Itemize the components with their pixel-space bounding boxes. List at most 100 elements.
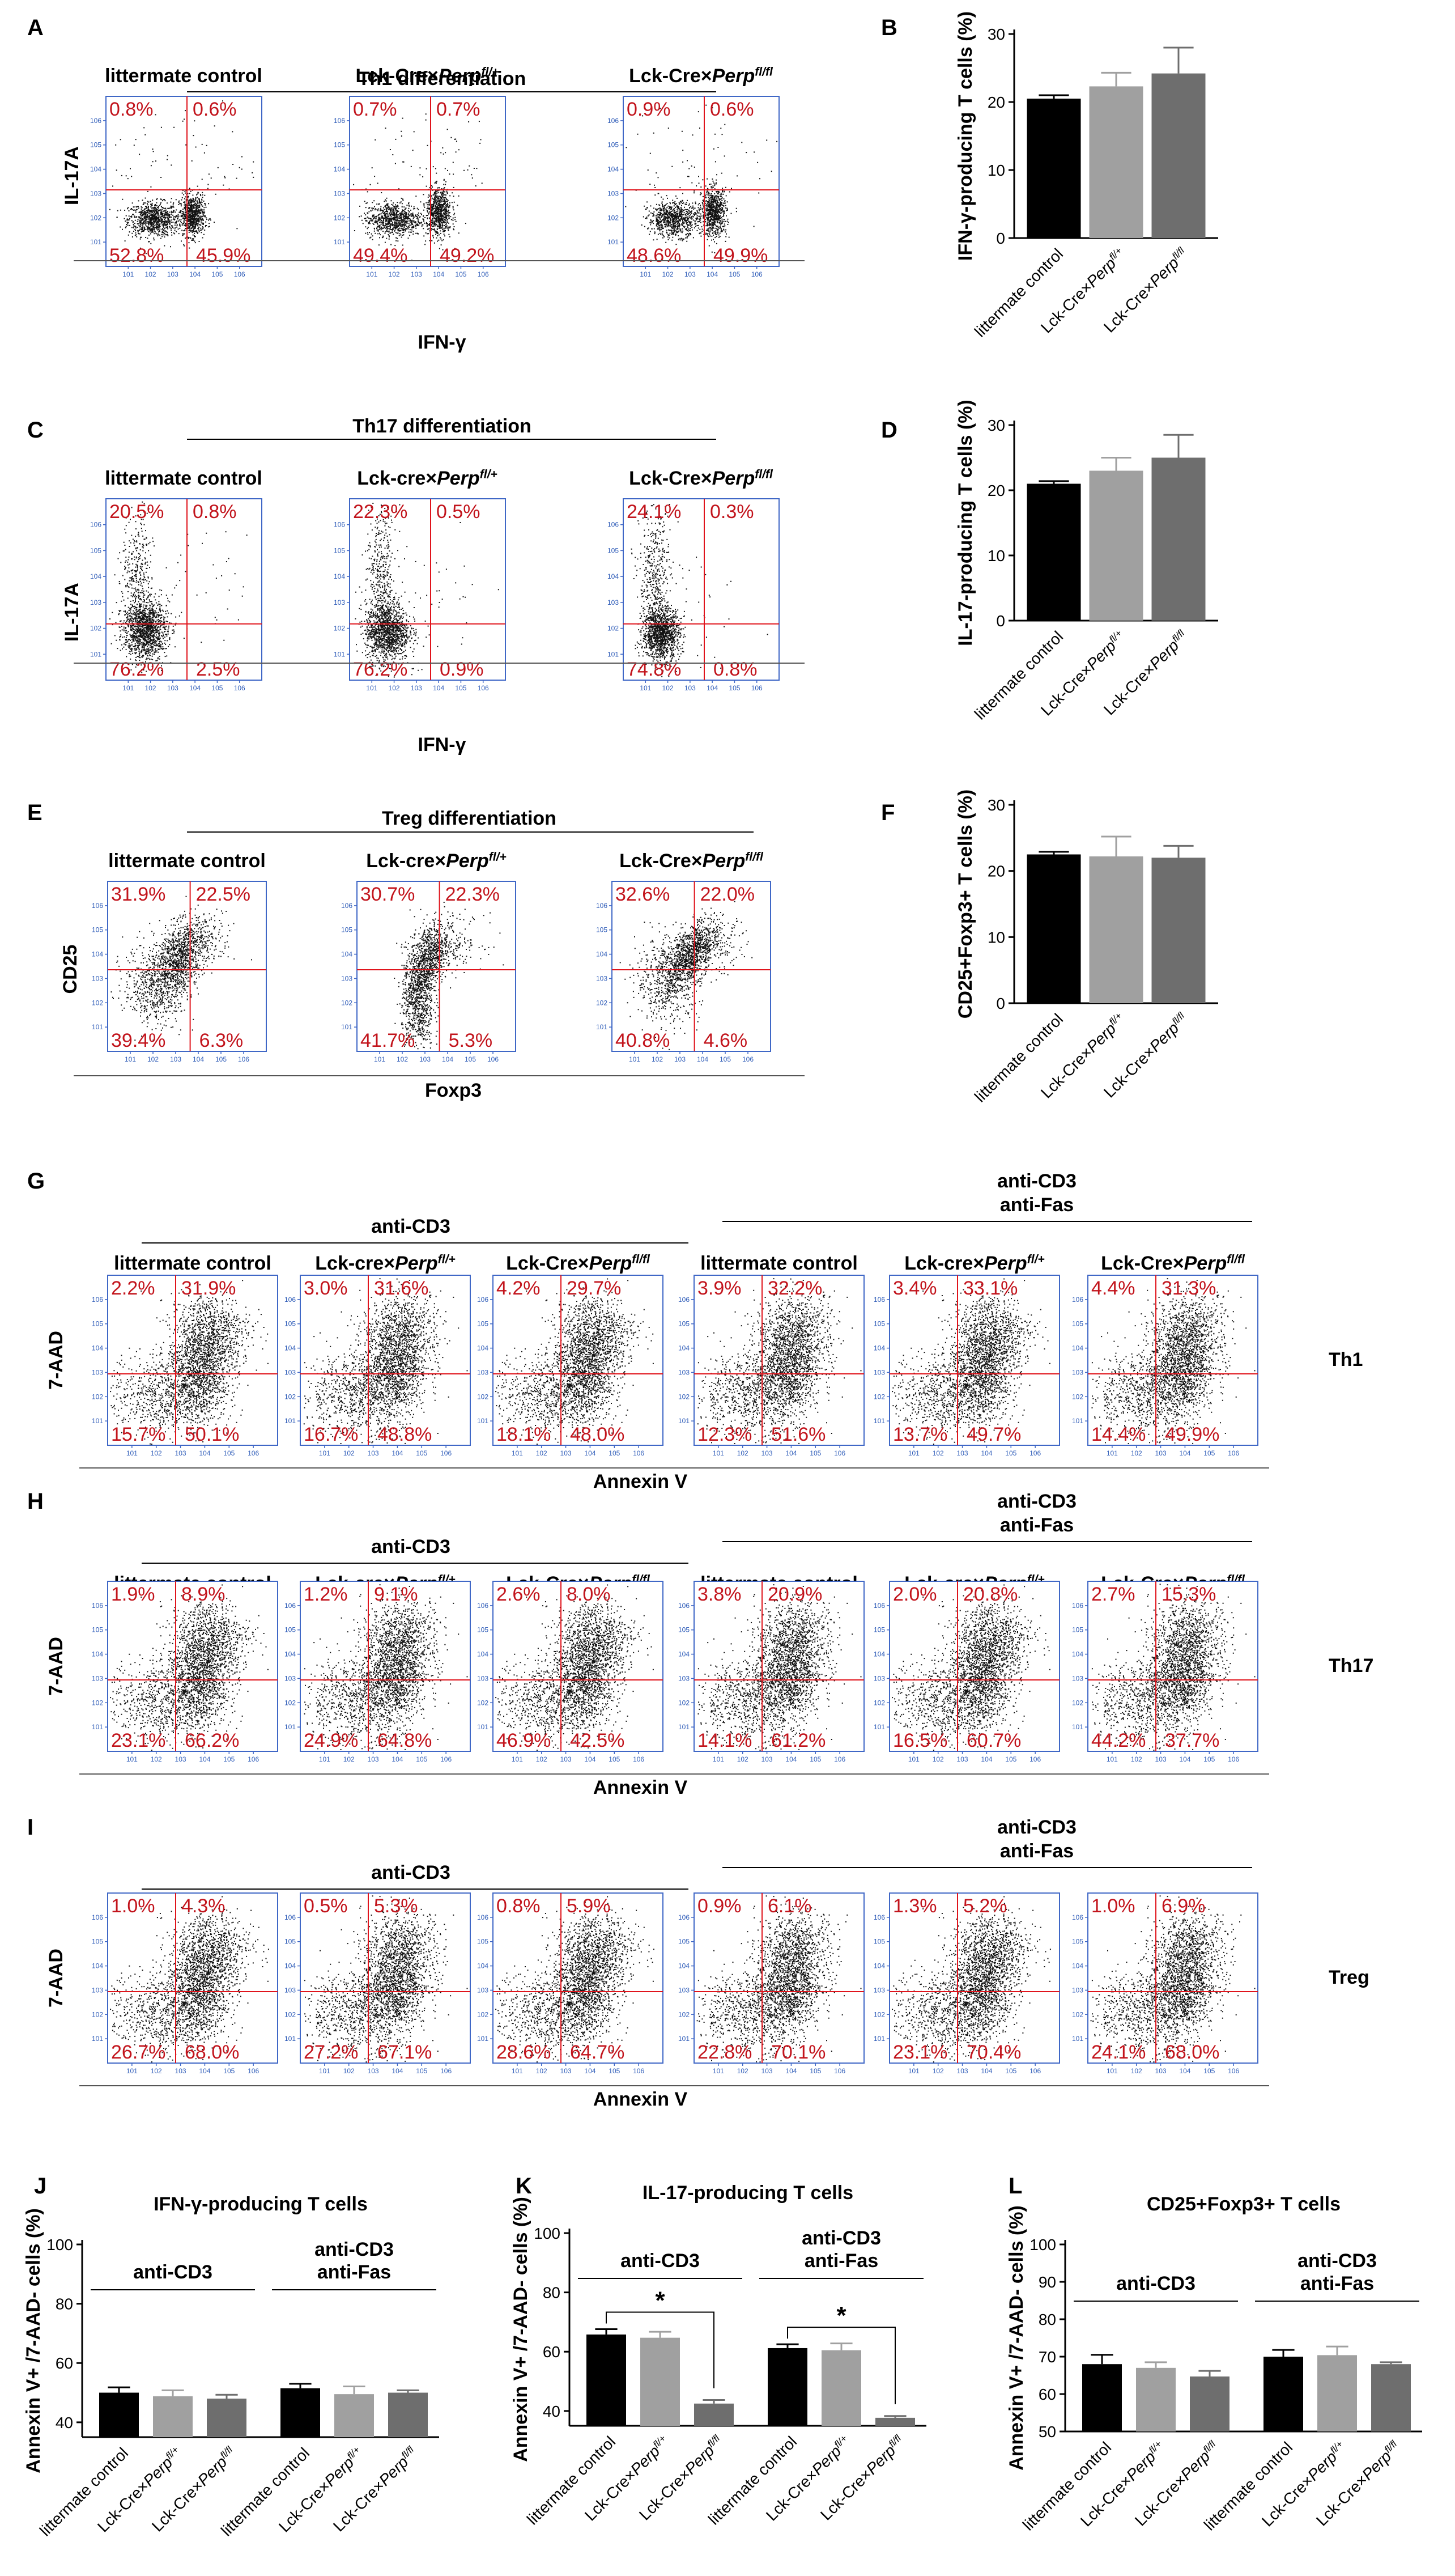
panel-C-plot-2-ytick-label: 104 (334, 572, 345, 580)
panel-E-plot-3-xtick-label: 103 (674, 1055, 686, 1063)
panel-H-plot-2-q-upper-right: 9.1% (374, 1584, 418, 1605)
panel-H-plot-3-q-upper-right: 8.0% (567, 1584, 611, 1605)
panel-H-plot-6-q-upper-right: 15.3% (1162, 1584, 1216, 1605)
panel-C-plot-3-ytick-label: 104 (607, 572, 619, 580)
panel-A-plot-2-q-lower-left: 49.4% (353, 245, 407, 266)
chart-J-bar-6 (388, 2392, 428, 2437)
panel-I-plot-2-xtick-label: 101 (319, 2067, 330, 2075)
panel-G-plot-6-q-lower-left: 14.4% (1091, 1424, 1146, 1445)
chart-B-ytick-label: 0 (996, 230, 1005, 247)
chart-L-bar-4 (1263, 2357, 1303, 2431)
panel-I-plot-4-ytick-label: 106 (678, 1913, 690, 1921)
panel-E-plot-2-xtick-label: 101 (374, 1055, 385, 1063)
panel-I-plot-1-ytick-label: 103 (92, 1986, 103, 1994)
panel-C-plot-3-q-upper-left: 24.1% (627, 501, 681, 523)
panel-G-plot-4-q-upper-left: 3.9% (697, 1278, 742, 1299)
panel-C-plot-3-xtick-label: 105 (729, 684, 740, 692)
panel-I-plot-6-ytick-label: 105 (1072, 1938, 1083, 1946)
panel-A-plot-3-ytick-label: 106 (607, 117, 619, 125)
panel-I-plot-2-events (304, 1895, 468, 2063)
panel-I-plot-1-ytick-label: 105 (92, 1938, 103, 1946)
panel-I-plot-4-xtick-label: 106 (834, 2067, 845, 2075)
panel-C-group-title: Th17 differentiation (352, 415, 531, 437)
panel-E-plot-1-ytick-label: 102 (92, 999, 103, 1007)
panel-A-plot-1-xtick-label: 102 (145, 270, 156, 278)
chart-J-bar-3 (207, 2399, 246, 2437)
panel-H-plot-4-xtick-label: 104 (785, 1755, 797, 1763)
panel-A-plot-3-q-lower-right: 49.9% (713, 245, 768, 266)
panel-G-y-axis-label: 7-AAD (45, 1331, 67, 1390)
panel-I-plot-2-ytick-label: 106 (284, 1913, 296, 1921)
panel-I-plot-3-ytick-label: 105 (477, 1938, 488, 1946)
panel-E-plot-2-ytick-label: 106 (341, 902, 352, 910)
panel-E-plot-3-title-gene: Perp (703, 850, 746, 872)
panel-G-plot-2-title-gene: Perp (395, 1253, 438, 1274)
panel-A-plot-3-title: Lck-Cre×Perpfl/fl (629, 65, 773, 87)
panel-C-plot-1-q-lower-right: 2.5% (196, 659, 240, 680)
panel-G-plot-1-ytick-label: 105 (92, 1320, 103, 1328)
panel-I-plot-2-ytick-label: 103 (284, 1986, 296, 1994)
panel-H-plot-2-ytick-label: 101 (284, 1723, 296, 1731)
panel-A-group-title: Th1 differentiation (358, 68, 526, 90)
panel-I-plot-2-ytick-label: 104 (284, 1962, 296, 1970)
panel-A-plot-2-xtick-label: 106 (478, 270, 489, 278)
panel-E-plot-1-xtick-label: 104 (193, 1055, 204, 1063)
panel-C-plot-3-xtick-label: 106 (751, 684, 763, 692)
panel-I-plot-1-ytick-label: 104 (92, 1962, 103, 1970)
panel-G-plot-3-title: Lck-Cre×Perpfl/fl (506, 1253, 650, 1274)
panel-G-plot-3: 101 101 102 102 103 103 104 104 105 105 106 106 4.2%… (477, 1275, 663, 1457)
panel-A-plot-2-title-gene: Perp (439, 65, 482, 87)
panel-I-plot-5-xtick-label: 101 (908, 2067, 920, 2075)
chart-L-ytick-label: 70 (1039, 2348, 1056, 2366)
panel-G-plot-6-title: Lck-Cre×Perpfl/fl (1101, 1253, 1245, 1274)
panel-H-plot-6-ytick-label: 103 (1072, 1674, 1083, 1682)
panel-E-plot-2-title-text: Lck-cre× (366, 850, 446, 872)
panel-G-plot-3-title-sup: fl/fl (632, 1253, 650, 1266)
panel-C-plot-1-ytick-label: 105 (90, 546, 101, 554)
panel-G-plot-1-xtick-label: 101 (126, 1449, 138, 1457)
panel-G-plot-1-ytick-label: 101 (92, 1417, 103, 1425)
panel-C-plot-1-events (109, 501, 248, 676)
panel-A-plot-3-xtick-label: 102 (662, 270, 674, 278)
chart-L-category-3-text: Lck-Cre× (1131, 2471, 1190, 2530)
panel-I-plot-5-xtick-label: 102 (933, 2067, 944, 2075)
panel-E-plot-1-ytick-label: 101 (92, 1023, 103, 1031)
chart-K-ytick-label: 40 (543, 2403, 560, 2420)
panel-E-plot-2-ytick-label: 101 (341, 1023, 352, 1031)
panel-G-plot-3-xtick-label: 102 (536, 1449, 547, 1457)
panel-H-plot-6-xtick-label: 101 (1107, 1755, 1118, 1763)
panel-E-plot-3-xtick-label: 102 (652, 1055, 663, 1063)
panel-H-plot-1-q-lower-right: 66.2% (185, 1730, 239, 1751)
panel-A-plot-1-q-upper-left: 0.8% (109, 99, 154, 120)
panel-A-plot-2-ytick-label: 102 (334, 214, 345, 222)
panel-G-plot-3-xtick-label: 105 (609, 1449, 620, 1457)
panel-I-plot-4-ytick-label: 105 (678, 1938, 690, 1946)
panel-C-plot-3-ytick-label: 106 (607, 521, 619, 529)
chart-L-category-4-text: littermate control (1201, 2438, 1296, 2533)
panel-I-plot-1-xtick-label: 102 (151, 2067, 162, 2075)
chart-F-category-2-text: Lck-Cre× (1037, 1043, 1096, 1102)
chart-D-category-2-text: Lck-Cre× (1037, 661, 1096, 719)
panel-A-plot-3-xtick-label: 104 (707, 270, 718, 278)
panel-G-plot-6-xtick-label: 105 (1203, 1449, 1215, 1457)
panel-H-group2-label-2: anti-Fas (1000, 1514, 1074, 1536)
chart-L-bar-3 (1190, 2376, 1229, 2431)
panel-G-plot-5-ytick-label: 102 (874, 1393, 885, 1401)
panel-C-plot-1-ytick-label: 103 (90, 599, 101, 606)
panel-G-plot-4-ytick-label: 102 (678, 1393, 690, 1401)
panel-H-plot-2-q-lower-left: 24.9% (304, 1730, 358, 1751)
panel-G-plot-5: 101 101 102 102 103 103 104 104 105 105 106 106 3.4%… (874, 1275, 1060, 1457)
panel-G-plot-2-ytick-label: 105 (284, 1320, 296, 1328)
panel-C-plot-2-ytick-label: 106 (334, 521, 345, 529)
panel-E-plot-2-q-upper-right: 22.3% (445, 884, 500, 905)
chart-K-group2-label-2: anti-Fas (805, 2250, 878, 2272)
panel-I-plot-6: 101 101 102 102 103 103 104 104 105 105 106 106 1.0%… (1072, 1892, 1258, 2075)
chart-K-bar-1 (586, 2334, 626, 2426)
panel-I-plot-5-xtick-label: 106 (1029, 2067, 1041, 2075)
panel-I-plot-5-q-upper-left: 1.3% (893, 1895, 937, 1917)
panel-E-plot-2-xtick-label: 106 (487, 1055, 499, 1063)
panel-I-plot-4-xtick-label: 104 (785, 2067, 797, 2075)
panel-I-plot-1-q-upper-right: 4.3% (181, 1895, 226, 1917)
panel-C-plot-2-q-upper-left: 22.3% (353, 501, 407, 523)
panel-E-plot-1-q-lower-left: 39.4% (111, 1030, 165, 1051)
